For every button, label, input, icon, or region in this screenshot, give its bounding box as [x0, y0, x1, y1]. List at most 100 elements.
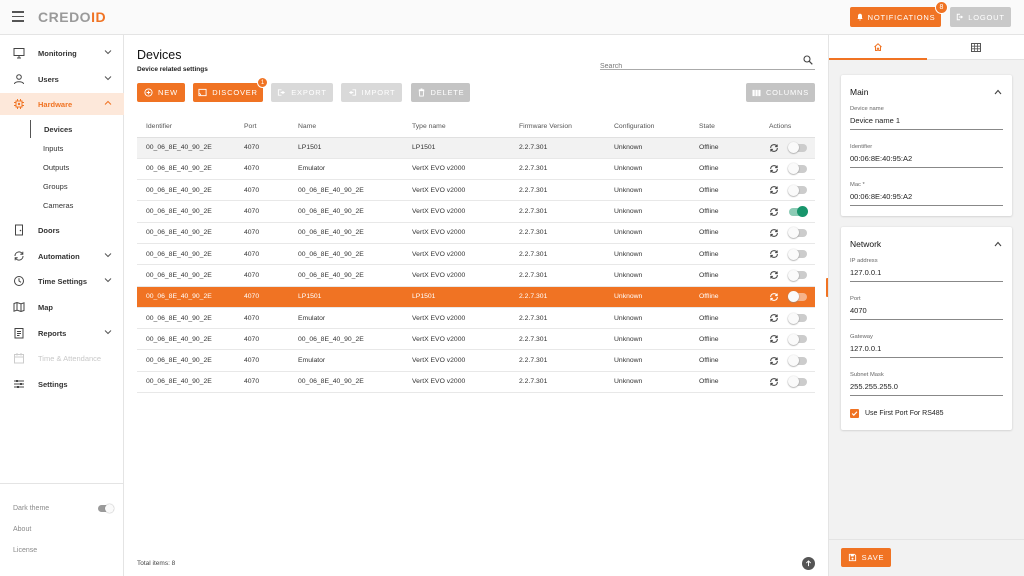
chevron-up-icon[interactable]: [994, 241, 1002, 247]
device-enable-toggle[interactable]: [788, 184, 807, 196]
menu-icon[interactable]: [12, 11, 24, 22]
subnet-mask-input[interactable]: [850, 382, 1003, 391]
port-field[interactable]: [850, 306, 1003, 320]
device-enable-toggle[interactable]: [788, 312, 807, 324]
table-row[interactable]: 00_06_8E_40_90_2E 4070 00_06_8E_40_90_2E Ve…: [137, 371, 815, 394]
columns-button[interactable]: COLUMNS: [746, 83, 815, 102]
license-link[interactable]: License: [13, 547, 38, 554]
device-enable-toggle[interactable]: [788, 269, 807, 281]
device-enable-toggle[interactable]: [788, 227, 807, 239]
cell-identifier: 00_06_8E_40_90_2E: [137, 328, 235, 351]
sidebar-subitem-devices[interactable]: Devices: [30, 120, 124, 138]
device-name-input[interactable]: [850, 116, 1003, 125]
discover-button[interactable]: DISCOVER: [193, 83, 263, 102]
sidebar-item-doors[interactable]: Doors: [0, 219, 124, 241]
search-box[interactable]: [600, 55, 815, 70]
column-header-state[interactable]: State: [690, 117, 760, 138]
sidebar-item-automation[interactable]: Automation: [0, 245, 124, 267]
device-enable-toggle[interactable]: [788, 333, 807, 345]
sync-icon[interactable]: [769, 228, 779, 238]
identifier-input[interactable]: [850, 154, 1003, 163]
device-enable-toggle[interactable]: [788, 163, 807, 175]
search-icon[interactable]: [803, 55, 813, 65]
identifier-field[interactable]: [850, 154, 1003, 168]
table-row[interactable]: 00_06_8E_40_90_2E 4070 00_06_8E_40_90_2E Ve…: [137, 179, 815, 202]
chevron-up-icon[interactable]: [994, 89, 1002, 95]
sidebar-subitem-cameras[interactable]: Cameras: [30, 196, 124, 214]
sync-icon[interactable]: [769, 249, 779, 259]
column-header-firmware[interactable]: Firmware Version: [510, 117, 605, 138]
rs485-checkbox[interactable]: [850, 409, 859, 418]
table-row[interactable]: 00_06_8E_40_90_2E 4070 00_06_8E_40_90_2E Ve…: [137, 222, 815, 244]
ip-address-input[interactable]: [850, 268, 1003, 277]
sync-icon[interactable]: [769, 356, 779, 366]
sync-icon[interactable]: [769, 207, 779, 217]
sidebar-item-hardware[interactable]: Hardware: [0, 93, 124, 115]
device-enable-toggle[interactable]: [788, 291, 807, 303]
ip-address-field[interactable]: [850, 268, 1003, 282]
column-header-identifier[interactable]: Identifier: [137, 117, 235, 138]
about-link[interactable]: About: [13, 526, 32, 533]
mac-input[interactable]: [850, 192, 1003, 201]
column-header-port[interactable]: Port: [235, 117, 289, 138]
sync-icon[interactable]: [769, 292, 779, 302]
table-row[interactable]: 00_06_8E_40_90_2E 4070 00_06_8E_40_90_2E Ve…: [137, 243, 815, 266]
sidebar-subitem-outputs[interactable]: Outputs: [30, 158, 124, 176]
column-header-type-name[interactable]: Type name: [403, 117, 510, 138]
sidebar-item-users[interactable]: Users: [0, 68, 124, 90]
sidebar-item-map[interactable]: Map: [0, 296, 124, 318]
scroll-top-button[interactable]: [802, 557, 815, 570]
sync-icon[interactable]: [769, 313, 779, 323]
table-row[interactable]: 00_06_8E_40_90_2E 4070 00_06_8E_40_90_2E Ve…: [137, 264, 815, 287]
notifications-button[interactable]: NOTIFICATIONS: [850, 7, 941, 27]
table-row[interactable]: 00_06_8E_40_90_2E 4070 LP1501 LP1501 2.2.7.3…: [137, 286, 815, 308]
table-row[interactable]: 00_06_8E_40_90_2E 4070 Emulator VertX EVO v…: [137, 158, 815, 181]
logout-button[interactable]: LOGOUT: [950, 7, 1011, 27]
device-name-field[interactable]: [850, 116, 1003, 130]
delete-button[interactable]: DELETE: [411, 83, 470, 102]
device-enable-toggle[interactable]: [788, 248, 807, 260]
sidebar-item-time-settings[interactable]: Time Settings: [0, 270, 124, 292]
save-button[interactable]: SAVE: [841, 548, 891, 567]
table-row[interactable]: 00_06_8E_40_90_2E 4070 Emulator VertX EVO v…: [137, 349, 815, 372]
sidebar-item-reports[interactable]: Reports: [0, 322, 124, 344]
app-logo[interactable]: CREDOID: [38, 9, 106, 25]
cell-type-name: VertX EVO v2000: [403, 264, 510, 287]
device-enable-toggle[interactable]: [788, 376, 807, 388]
column-header-configuration[interactable]: Configuration: [605, 117, 690, 138]
sidebar-item-settings[interactable]: Settings: [0, 373, 124, 395]
device-enable-toggle[interactable]: [789, 206, 808, 218]
search-input[interactable]: [600, 63, 790, 70]
sync-icon[interactable]: [769, 143, 779, 153]
sync-icon[interactable]: [769, 185, 779, 195]
table-row[interactable]: 00_06_8E_40_90_2E 4070 LP1501 LP1501 2.2.7.3…: [137, 137, 815, 159]
device-enable-toggle[interactable]: [788, 142, 807, 154]
arrow-up-icon: [805, 560, 812, 567]
export-label: EXPORT: [291, 88, 327, 97]
new-button[interactable]: NEW: [137, 83, 185, 102]
sidebar-subitem-inputs[interactable]: Inputs: [30, 139, 124, 157]
table-row[interactable]: 00_06_8E_40_90_2E 4070 Emulator VertX EVO v…: [137, 307, 815, 330]
device-enable-toggle[interactable]: [788, 355, 807, 367]
gateway-input[interactable]: [850, 344, 1003, 353]
column-header-name[interactable]: Name: [289, 117, 403, 138]
export-button[interactable]: EXPORT: [271, 83, 333, 102]
mac-field[interactable]: [850, 192, 1003, 206]
tab-grid[interactable]: [927, 35, 1024, 60]
gateway-field[interactable]: [850, 344, 1003, 358]
table-row[interactable]: 00_06_8E_40_90_2E 4070 00_06_8E_40_90_2E Ve…: [137, 200, 815, 223]
sync-icon[interactable]: [769, 270, 779, 280]
import-button[interactable]: IMPORT: [341, 83, 402, 102]
table-row[interactable]: 00_06_8E_40_90_2E 4070 00_06_8E_40_90_2E Ve…: [137, 328, 815, 351]
dark-theme-toggle[interactable]: [98, 503, 114, 513]
tab-home[interactable]: [829, 35, 927, 60]
sync-icon[interactable]: [769, 334, 779, 344]
sidebar-item-monitoring[interactable]: Monitoring: [0, 42, 124, 64]
sync-icon[interactable]: [769, 164, 779, 174]
sync-icon[interactable]: [769, 377, 779, 387]
port-input[interactable]: [850, 306, 1003, 315]
subnet-mask-field[interactable]: [850, 382, 1003, 396]
sidebar-subitem-groups[interactable]: Groups: [30, 177, 124, 195]
sidebar-item-label: Doors: [38, 225, 60, 235]
resize-handle[interactable]: [826, 278, 829, 297]
